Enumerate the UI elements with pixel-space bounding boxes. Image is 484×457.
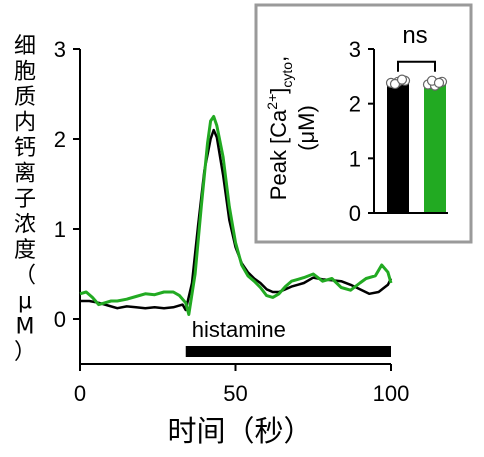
inset-bar-2 — [424, 83, 446, 213]
inset-ylabel-tail: ] — [266, 88, 291, 94]
inset-ylabel-main: Peak [Ca — [266, 109, 291, 200]
inset-y-tick-label: 1 — [349, 146, 361, 171]
significance-label: ns — [402, 22, 427, 49]
inset-y-tick-label: 3 — [349, 37, 361, 62]
inset-y-label-line1: Peak [Ca2+]cyto, — [264, 56, 295, 200]
inset-chart: 0 1 2 3 ns Peak [Ca2+]cyto, (μM) — [254, 3, 473, 244]
main-y-tick-label: 3 — [54, 37, 66, 62]
main-x-tick-label: 50 — [223, 381, 247, 406]
significance-bracket — [397, 60, 436, 72]
main-y-tick-label: 0 — [54, 307, 66, 332]
histamine-bar — [185, 346, 391, 357]
inset-y-label-unit: (μM) — [294, 105, 319, 151]
main-y-tick-label: 1 — [54, 217, 66, 242]
histamine-label: histamine — [192, 317, 286, 342]
series-line-2 — [79, 115, 393, 316]
main-y-tick-label: 2 — [54, 127, 66, 152]
main-x-axis-label: 时间（秒） — [167, 414, 312, 448]
inset-y-tick-label: 2 — [349, 92, 361, 117]
main-y-axis-label: 细胞质内钙离子浓度（ μ M） — [14, 34, 36, 365]
inset-y-axis-label: Peak [Ca2+]cyto, (μM) — [264, 56, 319, 200]
main-chart: 0 1 2 3 0 50 100 histamine 时间（秒） 细胞质内钙离子浓度（ μ M… — [14, 34, 409, 448]
main-x-tick-label: 0 — [74, 381, 86, 406]
inset-data-point — [396, 74, 408, 85]
inset-ylabel-comma: , — [266, 56, 291, 62]
inset-ylabel-sub: cyto — [279, 62, 295, 88]
main-x-tick-label: 100 — [373, 381, 410, 406]
inset-y-tick-label: 0 — [349, 201, 361, 226]
inset-bar-1 — [387, 81, 409, 213]
inset-data-point — [433, 77, 445, 88]
inset-ylabel-sup: 2+ — [264, 94, 280, 110]
